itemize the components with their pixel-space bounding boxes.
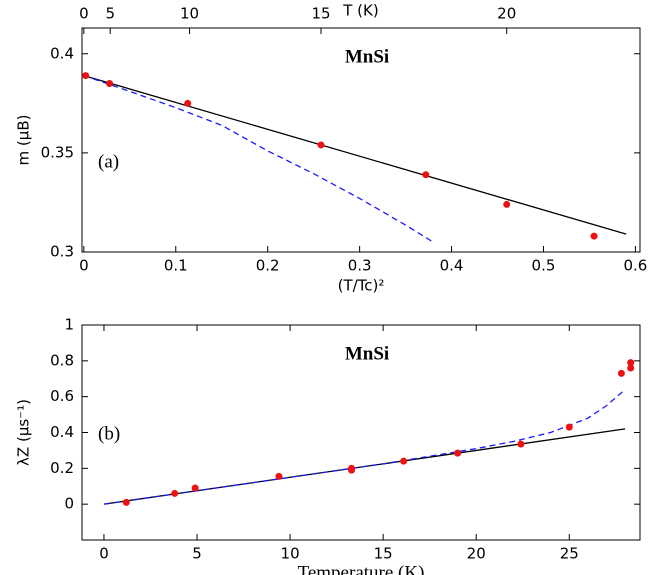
data-point: [627, 364, 635, 372]
data-point: [191, 484, 199, 492]
x2-tick-label: 0: [79, 5, 89, 23]
data-point: [517, 440, 525, 448]
fit-line: [83, 74, 627, 235]
y-axis-label: m (μB): [15, 115, 33, 166]
y-tick-label: 0.8: [50, 351, 74, 369]
data-point: [627, 359, 635, 367]
model-curve: [83, 74, 434, 243]
panel-label: (a): [98, 151, 119, 172]
model-curve: [103, 389, 626, 505]
x-tick-label: 20: [467, 545, 486, 563]
x-axis-label: Temperature (K): [298, 562, 425, 575]
data-point: [348, 464, 356, 472]
y-tick-label: 0: [64, 495, 74, 513]
x-tick-label: 0: [99, 545, 109, 563]
y-tick-label: 0.4: [50, 423, 74, 441]
y-tick-label: 0.4: [50, 44, 74, 62]
x-tick-label: 0.1: [164, 257, 188, 275]
annotation: MnSi: [345, 343, 389, 364]
data-point: [171, 489, 179, 497]
data-point: [617, 369, 625, 377]
x-tick-label: 0.4: [440, 257, 464, 275]
x-tick-label: 25: [560, 545, 579, 563]
data-point: [184, 99, 192, 107]
x-tick-label: 10: [281, 545, 300, 563]
x2-tick-label: 5: [105, 5, 115, 23]
x-tick-label: 5: [192, 545, 202, 563]
data-point: [400, 457, 408, 465]
data-point: [275, 472, 283, 480]
data-point: [82, 72, 90, 80]
x-tick-label: 15: [374, 545, 393, 563]
panel-label: (b): [98, 423, 120, 444]
x-tick-label: 0.3: [348, 257, 372, 275]
x-tick-label: 0: [79, 257, 89, 275]
x2-tick-label: 15: [311, 5, 330, 23]
data-point: [454, 449, 462, 457]
x2-tick-label: 10: [180, 5, 199, 23]
y-axis-label: λZ (μs⁻¹): [15, 399, 33, 466]
data-point: [422, 171, 430, 179]
x-tick-label: 0.2: [256, 257, 280, 275]
annotation: MnSi: [345, 46, 389, 67]
x-tick-label: 0.6: [623, 257, 647, 275]
y-tick-label: 0.2: [50, 459, 74, 477]
y-tick-label: 1: [64, 316, 74, 334]
y-tick-label: 0.6: [50, 387, 74, 405]
plot-frame: [81, 27, 641, 253]
x-tick-label: 0.5: [532, 257, 556, 275]
x2-tick-label: 20: [497, 5, 516, 23]
data-point: [503, 200, 511, 208]
x-axis-label: (T/Tc)²: [338, 277, 385, 295]
data-point: [590, 232, 598, 240]
data-point: [106, 80, 114, 88]
data-point: [565, 423, 573, 431]
data-point: [317, 141, 325, 149]
y-tick-label: 0.3: [50, 243, 74, 261]
x2-axis-label: T (K): [342, 2, 378, 20]
data-point: [122, 498, 130, 506]
y-tick-label: 0.35: [41, 143, 74, 161]
